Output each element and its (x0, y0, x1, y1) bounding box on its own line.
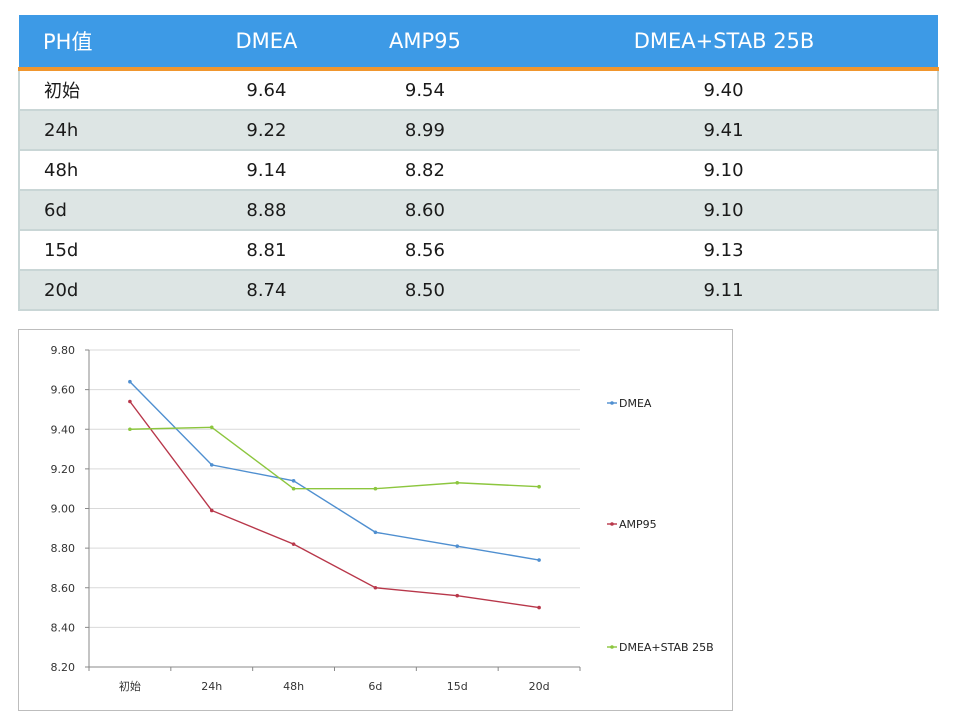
x-tick-label: 初始 (119, 679, 141, 693)
cell-dmea-stab: 9.10 (510, 150, 939, 191)
legend-label: DMEA (619, 397, 652, 410)
series-line-3 (129, 426, 540, 490)
legend-marker (610, 522, 614, 526)
cell-dmea: 9.14 (193, 150, 340, 191)
ph-data-table: PH值 DMEA AMP95 DMEA+STAB 25B 初始 9.64 9.5… (17, 15, 939, 311)
cell-dmea-stab: 9.13 (510, 230, 939, 271)
table-row: 6d 8.88 8.60 9.10 (17, 190, 939, 231)
data-point (373, 585, 378, 590)
data-point (537, 558, 541, 562)
legend-label: AMP95 (619, 518, 657, 531)
series-line-1 (129, 381, 540, 561)
y-tick-label: 9.60 (51, 384, 76, 397)
cell-dmea-stab: 9.41 (510, 110, 939, 151)
cell-dmea: 9.64 (193, 69, 340, 111)
row-label: 6d (17, 190, 194, 231)
data-point (455, 593, 460, 598)
x-tick-label: 48h (283, 680, 304, 693)
legend-marker (610, 401, 614, 405)
series-line-2 (129, 401, 540, 609)
row-label: 15d (17, 230, 194, 271)
data-point (128, 427, 132, 432)
table-row: 48h 9.14 8.82 9.10 (17, 150, 939, 191)
cell-dmea: 8.74 (193, 270, 340, 311)
legend-label: DMEA+STAB 25B (619, 641, 714, 654)
row-label: 48h (17, 150, 194, 191)
table-row: 15d 8.81 8.56 9.13 (17, 230, 939, 271)
data-point (537, 605, 541, 610)
cell-amp95: 8.99 (339, 110, 511, 151)
x-tick-label: 24h (201, 680, 222, 693)
ph-line-chart: 9.80 9.60 9.40 9.20 9.00 8.80 8.60 8.40 8.20 初始 24… (18, 329, 733, 711)
y-tick-label: 9.80 (51, 344, 76, 357)
data-point (291, 486, 296, 491)
chart-canvas: 9.80 9.60 9.40 9.20 9.00 8.80 8.60 8.40 8.20 初始 24… (51, 344, 714, 693)
y-tick-label: 9.40 (51, 423, 76, 436)
data-point (455, 480, 460, 485)
data-point (455, 544, 460, 548)
table-row: 初始 9.64 9.54 9.40 (17, 69, 939, 111)
row-label: 初始 (17, 69, 194, 111)
data-point (537, 484, 541, 489)
data-point (209, 463, 214, 467)
cell-dmea: 8.81 (193, 230, 340, 271)
y-tick-label: 8.80 (51, 542, 76, 555)
data-point (209, 425, 214, 430)
y-tick-label: 8.60 (51, 582, 76, 595)
y-tick-label: 9.20 (51, 463, 76, 476)
x-tick-label: 6d (368, 680, 382, 693)
header-amp95: AMP95 (339, 15, 511, 71)
data-point (291, 478, 296, 483)
data-point (373, 486, 378, 491)
table-header-row: PH值 DMEA AMP95 DMEA+STAB 25B (19, 15, 938, 71)
y-tick-label: 9.00 (51, 503, 76, 516)
x-tick-label: 20d (529, 680, 550, 693)
y-tick-label: 8.20 (51, 661, 76, 674)
data-point (291, 542, 296, 546)
legend-marker (610, 645, 614, 649)
cell-dmea-stab: 9.40 (510, 69, 939, 111)
x-tick-label: 15d (447, 680, 468, 693)
data-point (128, 379, 132, 384)
table-row: 24h 9.22 8.99 9.41 (17, 110, 939, 151)
data-point (128, 399, 132, 404)
cell-dmea: 8.88 (193, 190, 340, 231)
cell-dmea-stab: 9.11 (510, 270, 939, 311)
cell-amp95: 8.50 (339, 270, 511, 311)
row-label: 20d (17, 270, 194, 311)
cell-dmea: 9.22 (193, 110, 340, 151)
cell-dmea-stab: 9.10 (510, 190, 939, 231)
row-label: 24h (17, 110, 194, 151)
cell-amp95: 8.60 (339, 190, 511, 231)
data-point (373, 530, 378, 535)
header-ph: PH值 (19, 15, 194, 71)
cell-amp95: 8.82 (339, 150, 511, 191)
cell-amp95: 8.56 (339, 230, 511, 271)
y-tick-label: 8.40 (51, 621, 76, 634)
table-row: 20d 8.74 8.50 9.11 (17, 270, 939, 311)
data-point (209, 508, 214, 513)
cell-amp95: 9.54 (339, 69, 511, 111)
header-dmea: DMEA (193, 15, 340, 71)
header-dmea-stab: DMEA+STAB 25B (510, 15, 938, 71)
